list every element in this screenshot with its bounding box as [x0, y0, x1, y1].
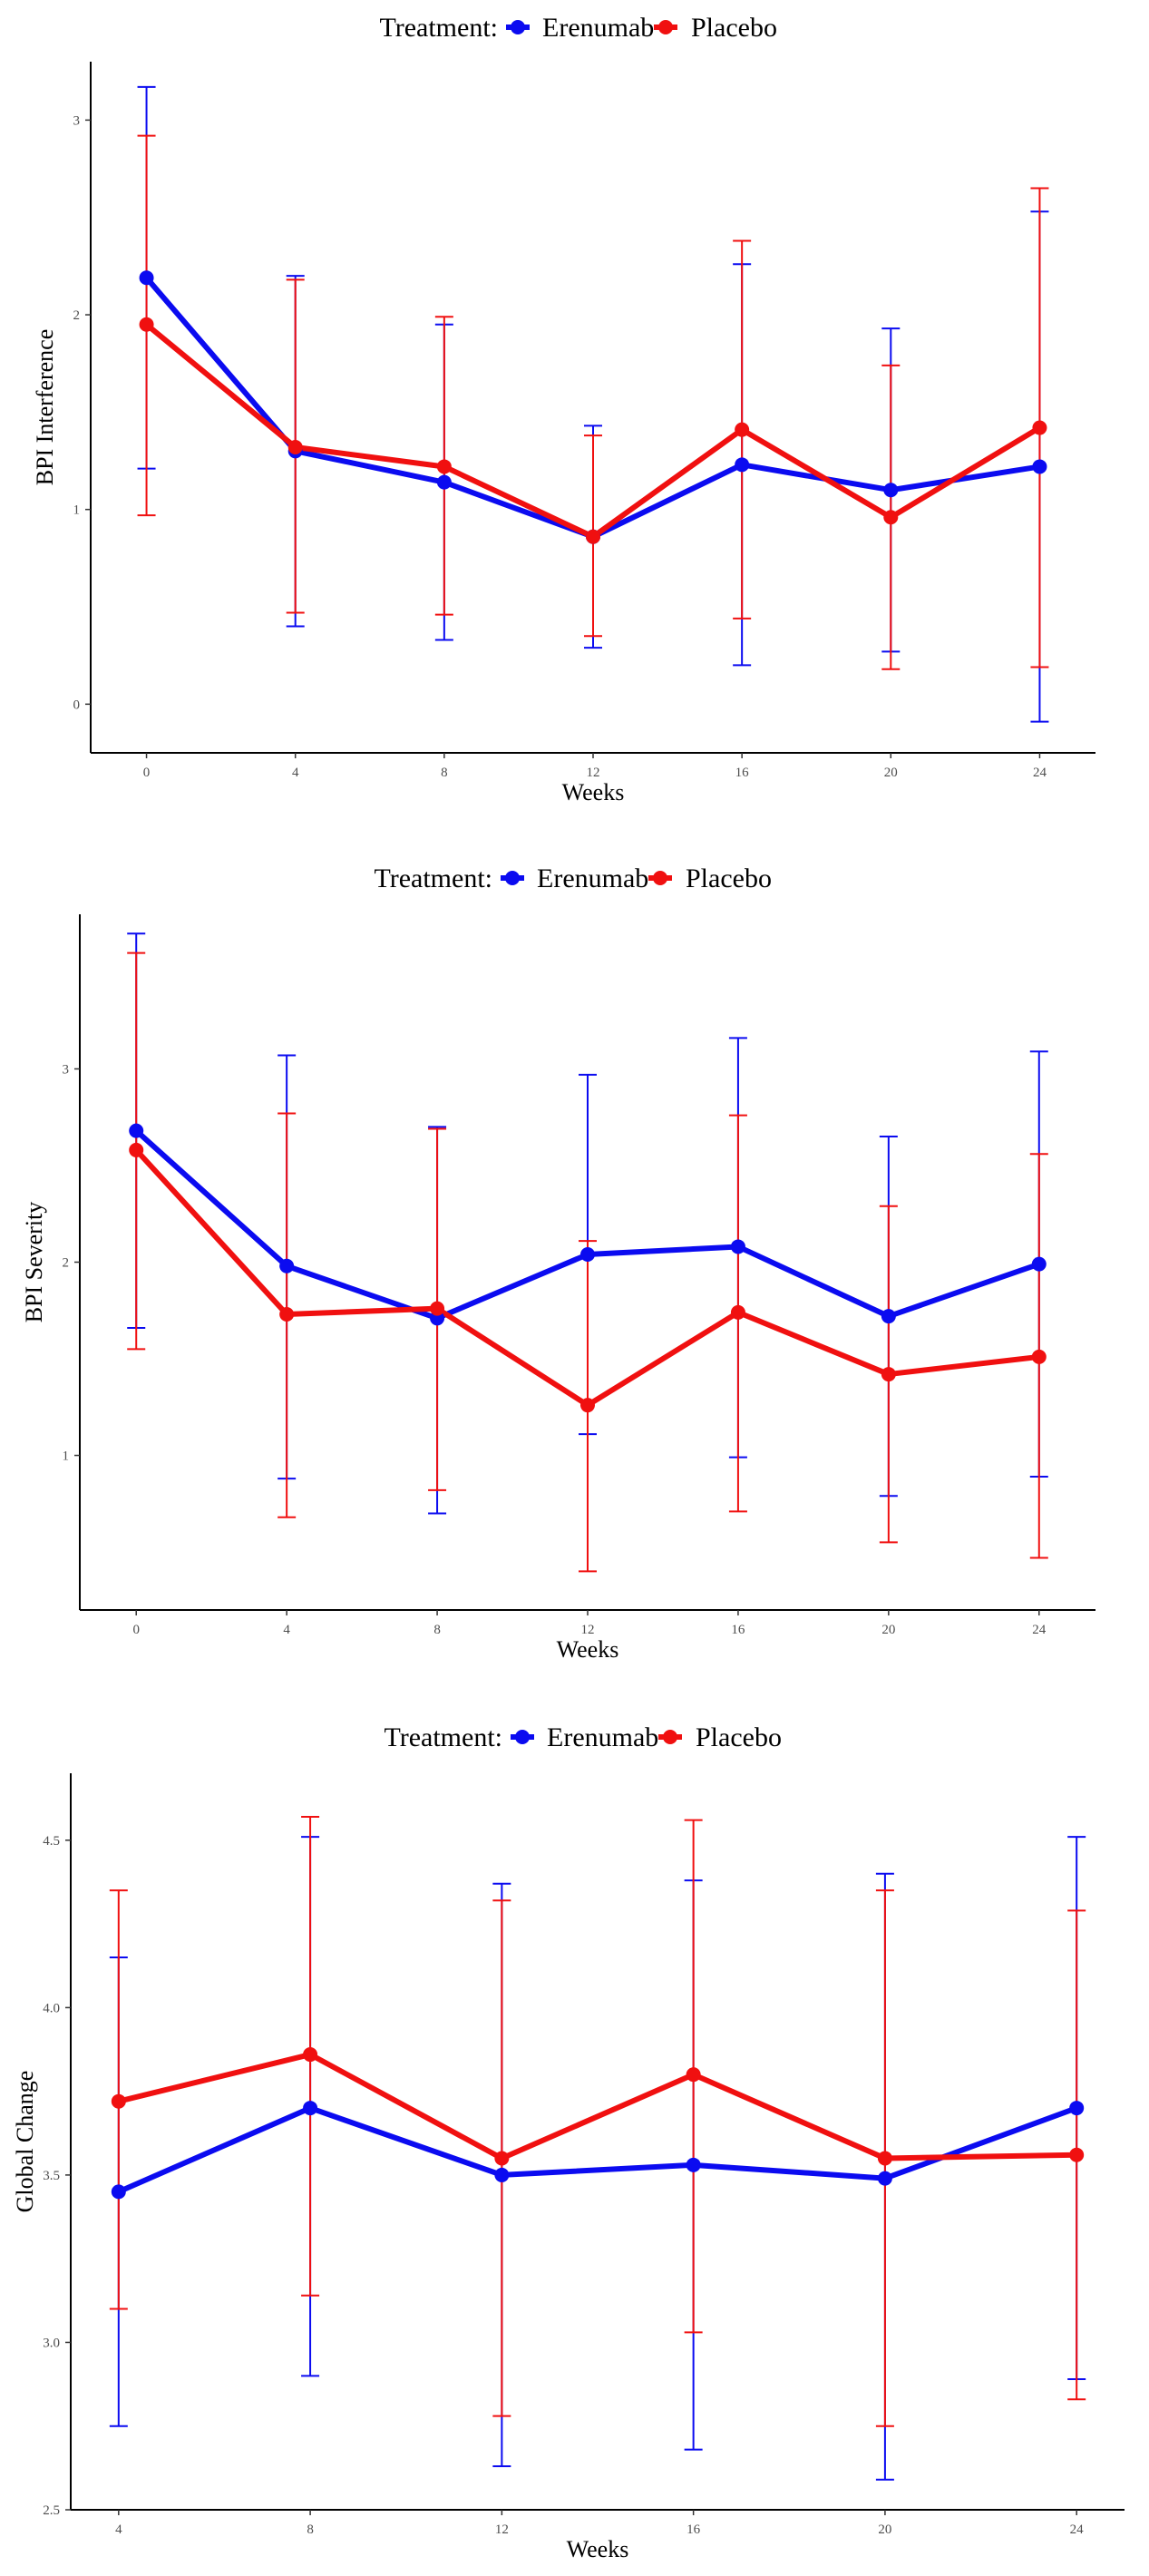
legend-key-point-placebo [653, 871, 667, 885]
legend-label-erenumab: Erenumab [537, 864, 648, 893]
data-point-erenumab [730, 1239, 745, 1254]
y-tick-label: 3 [73, 113, 81, 128]
x-tick-label: 4 [292, 766, 299, 780]
data-point-placebo [881, 1367, 896, 1382]
data-point-erenumab [1032, 459, 1047, 474]
y-tick-label: 2 [73, 308, 81, 323]
data-point-placebo [303, 2047, 318, 2063]
x-tick-label: 8 [307, 2522, 314, 2537]
data-point-erenumab [129, 1123, 144, 1138]
x-tick-label: 16 [731, 1623, 745, 1637]
legend-key-point-erenumab [505, 871, 520, 885]
x-tick-label: 0 [143, 766, 151, 780]
y-axis-title: BPI Severity [21, 1202, 47, 1323]
data-point-erenumab [139, 270, 154, 286]
x-tick-label: 16 [735, 766, 750, 780]
data-point-erenumab [1031, 1256, 1047, 1272]
data-point-erenumab [303, 2101, 318, 2116]
data-point-placebo [430, 1301, 445, 1316]
x-tick-label: 0 [132, 1623, 140, 1637]
x-axis-title: Weeks [557, 1636, 619, 1663]
legend-key-point-placebo [658, 20, 673, 34]
legend-label-erenumab: Erenumab [547, 1722, 658, 1752]
legend-key-point-erenumab [515, 1730, 530, 1744]
data-point-erenumab [494, 2167, 510, 2182]
data-point-erenumab [1069, 2101, 1085, 2116]
x-tick-label: 4 [115, 2522, 122, 2537]
y-tick-label: 0 [73, 698, 81, 712]
data-point-placebo [735, 422, 750, 437]
data-point-placebo [1031, 1349, 1047, 1364]
data-point-erenumab [111, 2184, 126, 2200]
legend-title: Treatment: [384, 1722, 502, 1752]
data-point-placebo [139, 317, 154, 332]
data-point-placebo [287, 440, 303, 455]
y-axis-title: Global Change [12, 2071, 38, 2213]
data-point-placebo [494, 2151, 510, 2166]
data-point-placebo [877, 2151, 892, 2166]
global-change-chart: 4 8 12 16 20 24 2.5 3.0 3.5 4.0 4.5 Weeks Global Cha… [12, 1722, 1125, 2562]
y-tick-label: 4.0 [43, 2001, 60, 2015]
x-axis-title: Weeks [562, 779, 625, 805]
data-point-erenumab [279, 1258, 295, 1273]
y-tick-label: 4.5 [43, 1834, 60, 1849]
y-axis-title: BPI Interference [32, 329, 58, 486]
y-tick-label: 2 [63, 1256, 70, 1271]
x-tick-label: 20 [881, 1623, 895, 1637]
series-line-erenumab [117, 2105, 1078, 2195]
data-point-erenumab [877, 2171, 892, 2186]
legend-key-point-placebo [663, 1730, 677, 1744]
y-tick-label: 1 [73, 503, 81, 518]
legend-label-erenumab: Erenumab [542, 13, 654, 43]
legend-label-placebo: Placebo [691, 13, 777, 43]
data-point-placebo [129, 1142, 144, 1157]
legend-title: Treatment: [374, 864, 492, 893]
x-tick-label: 24 [1032, 1623, 1047, 1637]
data-point-erenumab [436, 474, 452, 490]
x-tick-label: 20 [884, 766, 898, 780]
data-point-placebo [436, 459, 452, 474]
y-tick-label: 3.5 [43, 2169, 60, 2183]
data-point-placebo [586, 529, 600, 544]
data-point-placebo [279, 1307, 295, 1322]
data-point-placebo [111, 2093, 126, 2109]
legend-key-point-erenumab [511, 20, 525, 34]
x-tick-label: 8 [441, 766, 448, 780]
data-point-erenumab [881, 1309, 896, 1324]
data-point-placebo [730, 1304, 745, 1320]
data-point-placebo [1069, 2147, 1085, 2162]
legend-label-placebo: Placebo [686, 864, 772, 893]
data-point-erenumab [686, 2157, 701, 2172]
y-tick-label: 3 [63, 1062, 70, 1077]
x-tick-label: 12 [581, 1623, 595, 1637]
legend-label-placebo: Placebo [696, 1722, 782, 1752]
x-tick-label: 20 [878, 2522, 891, 2537]
y-tick-label: 1 [63, 1449, 70, 1464]
data-point-placebo [883, 510, 899, 525]
x-axis-title: Weeks [567, 2536, 629, 2562]
data-point-erenumab [883, 483, 899, 498]
legend-title: Treatment: [379, 13, 498, 43]
data-point-placebo [1032, 420, 1047, 435]
x-tick-label: 24 [1033, 766, 1047, 780]
x-tick-label: 12 [587, 766, 600, 780]
x-tick-label: 24 [1070, 2522, 1085, 2537]
data-point-erenumab [735, 457, 750, 473]
data-point-placebo [686, 2067, 701, 2083]
x-tick-label: 4 [283, 1623, 290, 1637]
data-point-placebo [580, 1398, 595, 1413]
y-tick-label: 2.5 [43, 2503, 60, 2518]
x-tick-label: 12 [495, 2522, 509, 2537]
data-point-erenumab [580, 1246, 595, 1262]
series-line-placebo [118, 2052, 1077, 2161]
x-tick-label: 16 [686, 2522, 701, 2537]
x-tick-label: 8 [433, 1623, 441, 1637]
y-tick-label: 3.0 [43, 2336, 60, 2350]
